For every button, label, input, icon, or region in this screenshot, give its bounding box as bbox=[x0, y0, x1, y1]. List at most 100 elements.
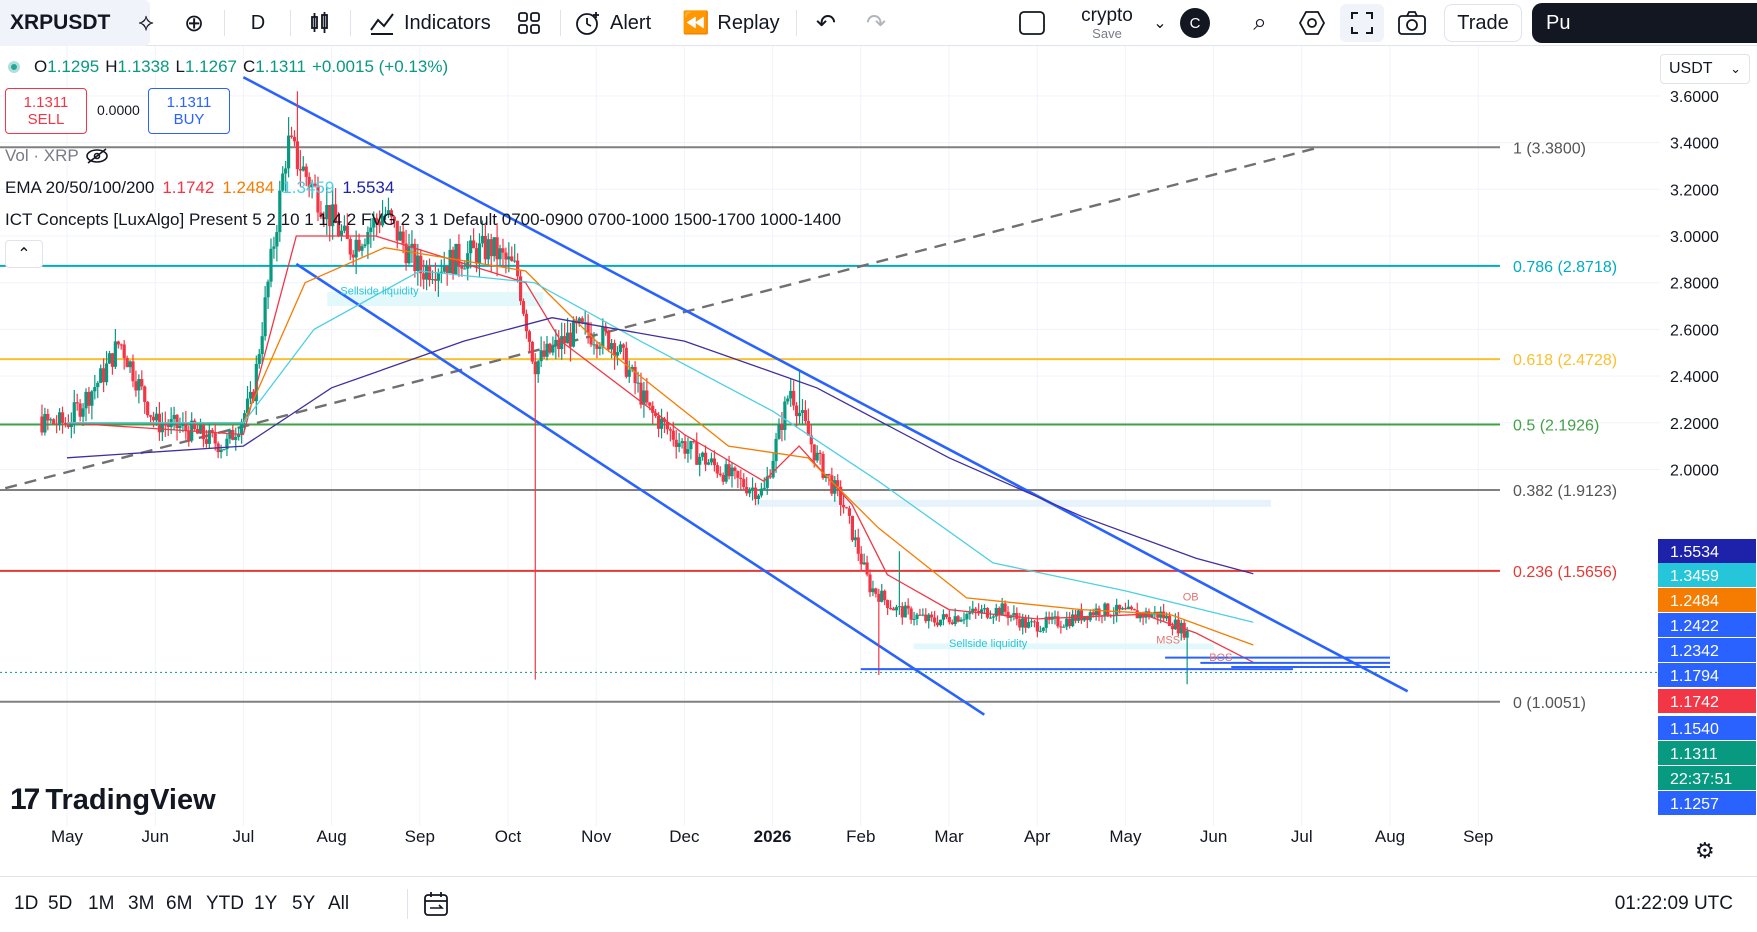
eye-hidden-icon[interactable] bbox=[85, 147, 109, 165]
ema-legend[interactable]: EMA 20/50/100/200 1.1742 1.2484 1.3459 1… bbox=[5, 178, 394, 198]
timeframe-5y[interactable]: 5Y bbox=[292, 893, 316, 914]
timeframe-5d[interactable]: 5D bbox=[48, 893, 73, 914]
candle bbox=[806, 408, 810, 436]
chart-grid bbox=[0, 46, 1660, 826]
candle-body bbox=[1024, 618, 1028, 628]
sell-label: SELL bbox=[27, 111, 65, 128]
replay-button[interactable]: ⏪ Replay bbox=[682, 0, 782, 46]
date-range-icon[interactable] bbox=[422, 889, 452, 924]
candle-body bbox=[1162, 611, 1166, 619]
utc-clock[interactable]: 01:22:09 UTC bbox=[1614, 893, 1733, 914]
candle-body bbox=[750, 487, 755, 490]
candle-body bbox=[524, 313, 529, 332]
buy-button[interactable]: 1.1311 BUY bbox=[148, 88, 230, 134]
timeframe-ytd[interactable]: YTD bbox=[206, 893, 244, 914]
symbol-search[interactable]: XRPUSDT bbox=[0, 0, 150, 46]
candle bbox=[894, 604, 899, 617]
price-tick-label: 2.4000 bbox=[1670, 369, 1719, 386]
fullscreen-icon[interactable] bbox=[1340, 4, 1384, 42]
channel-line[interactable] bbox=[295, 262, 985, 716]
candle-body bbox=[692, 441, 696, 443]
candle-body bbox=[1167, 615, 1172, 626]
camera-icon[interactable] bbox=[1392, 0, 1432, 46]
timeframe-1d[interactable]: 1D bbox=[14, 893, 39, 914]
ict-legend[interactable]: ICT Concepts [LuxAlgo] Present 5 2 10 1 … bbox=[5, 210, 842, 229]
candle-body bbox=[1029, 621, 1034, 623]
settings-hex-icon[interactable] bbox=[1292, 0, 1332, 46]
candle-body bbox=[357, 239, 361, 251]
candle bbox=[888, 600, 893, 610]
candle bbox=[1115, 598, 1119, 623]
candle-body bbox=[780, 423, 784, 430]
candle bbox=[1076, 608, 1081, 624]
candle bbox=[742, 473, 746, 490]
candle bbox=[301, 156, 305, 172]
timeframe-1m[interactable]: 1M bbox=[88, 893, 115, 914]
trend-lines[interactable] bbox=[4, 76, 1409, 716]
interval-button[interactable]: D bbox=[240, 0, 276, 46]
currency-select[interactable]: USDT ⌄ bbox=[1660, 54, 1750, 84]
candle-body bbox=[724, 464, 728, 482]
candle-body bbox=[897, 606, 901, 608]
candle-body bbox=[345, 225, 349, 239]
undo-icon[interactable]: ↶ bbox=[815, 9, 837, 37]
timeframe-all[interactable]: All bbox=[328, 893, 350, 914]
dashed-trend-line[interactable] bbox=[4, 146, 1320, 490]
publish-button[interactable]: Pu bbox=[1532, 3, 1757, 43]
candle-body bbox=[765, 476, 769, 488]
candle bbox=[789, 378, 793, 407]
timeframe-3m[interactable]: 3M bbox=[128, 893, 155, 914]
redo-icon[interactable]: ↷ bbox=[865, 9, 887, 37]
chevron-down-icon[interactable]: ⌄ bbox=[1153, 15, 1167, 32]
channel-line[interactable] bbox=[242, 76, 1409, 693]
candle bbox=[856, 528, 860, 562]
chevron-up-icon[interactable]: ⌃ bbox=[5, 240, 43, 268]
sell-price: 1.1311 bbox=[23, 93, 69, 111]
candle-body bbox=[354, 239, 358, 258]
candle-body bbox=[119, 344, 123, 346]
candle bbox=[900, 602, 904, 625]
diamond-plus-icon[interactable]: ⟡ bbox=[138, 9, 154, 36]
plus-circle-icon[interactable]: ⊕ bbox=[183, 9, 205, 37]
candle-body bbox=[1185, 630, 1189, 638]
time-axis[interactable]: May Jun Jul Aug Sep Oct Nov Dec 2026 Feb Mar Apr May… bbox=[51, 827, 1493, 846]
trade-button[interactable]: Trade bbox=[1444, 4, 1522, 42]
horizontal-rays[interactable] bbox=[0, 656, 1660, 673]
sell-button[interactable]: 1.1311 SELL bbox=[5, 88, 87, 134]
layout-name-button[interactable]: crypto Save bbox=[1062, 0, 1152, 46]
candle-body bbox=[498, 248, 502, 260]
volume-legend[interactable]: Vol · XRP bbox=[5, 146, 109, 166]
price-tick-label: 3.2000 bbox=[1670, 182, 1719, 199]
templates-grid-icon[interactable] bbox=[512, 0, 546, 46]
candle-body bbox=[228, 429, 232, 439]
candle-body bbox=[718, 473, 722, 475]
candle bbox=[797, 371, 802, 424]
gear-icon[interactable]: ⚙ bbox=[1695, 838, 1715, 863]
candle bbox=[219, 444, 223, 459]
timeframe-6m[interactable]: 6M bbox=[166, 893, 193, 914]
price-chart[interactable]: 1 (3.3800) 0.786 (2.8718) 0.618 (2.4728) 0.… bbox=[0, 46, 1757, 876]
candle-body bbox=[60, 412, 65, 423]
candles-icon[interactable] bbox=[300, 0, 340, 46]
quick-search-icon[interactable]: ⌕ bbox=[1253, 9, 1267, 36]
alert-button[interactable]: Alert bbox=[574, 0, 666, 46]
timeframe-1y[interactable]: 1Y bbox=[254, 893, 278, 914]
candle bbox=[110, 352, 115, 375]
tradingview-logo[interactable]: 17 TradingView bbox=[10, 783, 216, 817]
candle bbox=[554, 329, 558, 360]
layout-square-icon[interactable] bbox=[1012, 0, 1052, 46]
candle bbox=[586, 314, 590, 344]
candle-body bbox=[627, 369, 631, 377]
candle-body bbox=[592, 344, 596, 346]
replay-label: Replay bbox=[717, 11, 780, 34]
avatar-button[interactable]: C bbox=[1178, 0, 1212, 46]
candle-body bbox=[319, 212, 323, 218]
candle-body bbox=[260, 336, 264, 355]
candle-body bbox=[921, 614, 925, 616]
candle bbox=[52, 418, 56, 425]
candle-body bbox=[492, 237, 496, 257]
indicators-button[interactable]: Indicators bbox=[368, 0, 498, 46]
price-label-bg bbox=[1658, 741, 1756, 765]
candle bbox=[1120, 606, 1125, 611]
candle-body bbox=[395, 220, 399, 241]
